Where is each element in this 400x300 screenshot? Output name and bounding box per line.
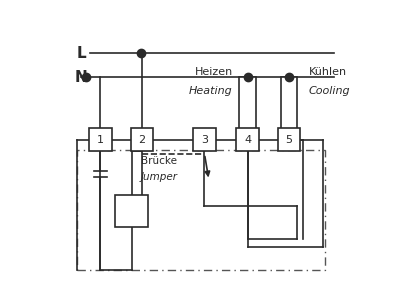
Text: Heating: Heating [189,86,233,96]
Text: Brücke: Brücke [140,156,176,166]
Text: 5: 5 [286,135,293,145]
Text: N: N [75,70,88,85]
Text: L: L [76,46,86,61]
Bar [131,128,153,151]
Text: 3: 3 [201,135,208,145]
Text: 2: 2 [138,135,146,145]
Text: Heizen: Heizen [194,67,233,77]
Bar [77,150,325,270]
Bar [236,128,259,151]
Text: Jumper: Jumper [140,172,178,182]
Bar [193,128,216,151]
Text: 4: 4 [244,135,251,145]
Bar [239,77,256,129]
Bar [281,77,297,129]
Text: Cooling: Cooling [308,86,350,96]
Bar [89,128,112,151]
Bar [278,128,300,151]
Bar [115,195,148,227]
Text: Kühlen: Kühlen [308,67,347,77]
Text: 1: 1 [97,135,104,145]
